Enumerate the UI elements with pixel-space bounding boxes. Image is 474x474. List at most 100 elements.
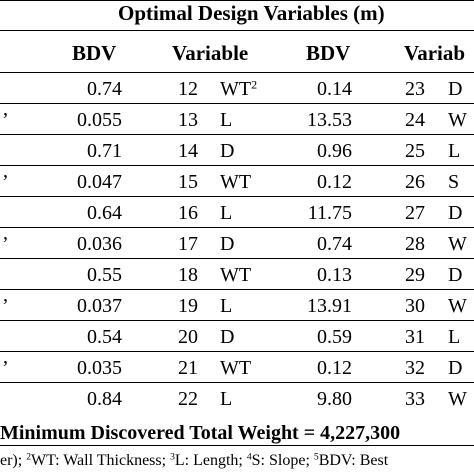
cell-bdv-2: 0.74	[317, 233, 352, 255]
cell-number-3: 26	[405, 171, 425, 193]
cell-variable-3: L	[448, 326, 461, 348]
row-divider	[0, 134, 474, 135]
cell-variable-2: D	[220, 327, 264, 347]
cell-number-3: 27	[405, 202, 425, 224]
cell-number-2: 20	[178, 326, 198, 348]
cell-variable-2-text: L	[220, 388, 233, 410]
cell-variable-2: L	[220, 203, 264, 223]
cell-variable-2-footnote-mark: 2	[251, 77, 258, 92]
cell-bdv-2: 9.80	[317, 388, 352, 410]
cell-variable-3: D	[448, 357, 463, 379]
cell-number-3: 32	[405, 357, 425, 379]
row-divider	[0, 196, 474, 197]
footnote-length: L: Length;	[174, 452, 247, 469]
cell-number-2: 19	[178, 295, 198, 317]
row-divider	[0, 351, 474, 352]
cell-number-2: 17	[178, 233, 198, 255]
row-left-mark: ’	[2, 233, 9, 255]
total-weight: Minimum Discovered Total Weight = 4,227,…	[0, 422, 401, 444]
cell-variable-2-text: D	[220, 326, 235, 348]
cell-variable-3: D	[448, 202, 463, 224]
cell-variable-2: L	[220, 389, 264, 409]
cell-variable-2: D	[220, 234, 264, 254]
cell-variable-2: L	[220, 110, 264, 130]
cell-number-3: 29	[405, 264, 425, 286]
cell-number-3: 28	[405, 233, 425, 255]
body-bottom-rule	[0, 445, 474, 446]
cell-bdv-1: 0.54	[87, 326, 122, 348]
cell-variable-3: D	[448, 78, 463, 100]
cell-variable-2-text: WT	[220, 357, 252, 379]
cell-number-2: 12	[178, 78, 198, 100]
cell-variable-3: D	[448, 264, 463, 286]
cell-bdv-2: 11.75	[307, 202, 352, 224]
header-rule	[0, 72, 474, 73]
row-divider	[0, 103, 474, 104]
cell-bdv-1: 0.037	[77, 295, 122, 317]
cell-variable-2-text: D	[220, 140, 235, 162]
cell-variable-2-text: WT	[220, 78, 252, 100]
cell-bdv-2: 0.13	[317, 264, 352, 286]
row-left-mark: ’	[2, 171, 9, 193]
cell-number-3: 24	[405, 109, 425, 131]
row-divider	[0, 320, 474, 321]
cell-bdv-2: 13.53	[307, 109, 352, 131]
cell-variable-2: WT	[220, 265, 264, 285]
cell-bdv-1: 0.55	[87, 264, 122, 286]
row-divider	[0, 165, 474, 166]
cell-bdv-1: 0.84	[87, 388, 122, 410]
cell-bdv-2: 0.12	[317, 171, 352, 193]
row-divider	[0, 289, 474, 290]
cell-variable-2-text: L	[220, 295, 233, 317]
cell-bdv-1: 0.71	[87, 140, 122, 162]
cell-number-2: 16	[178, 202, 198, 224]
footnote-mark-3: 3	[170, 451, 175, 463]
cell-number-2: 15	[178, 171, 198, 193]
header-variable-2: Variable	[172, 41, 249, 65]
row-left-mark: ’	[2, 109, 9, 131]
cell-variable-2: WT	[220, 172, 264, 192]
cell-variable-2: WT	[220, 358, 264, 378]
cell-variable-3: W	[448, 295, 467, 317]
row-divider	[0, 227, 474, 228]
footnote-wall-thickness: WT: Wall Thickness;	[31, 452, 171, 469]
table-top-rule	[0, 0, 474, 1]
cell-variable-2-text: L	[220, 202, 233, 224]
cell-bdv-2: 0.59	[317, 326, 352, 348]
cell-bdv-1: 0.035	[77, 357, 122, 379]
cell-number-2: 21	[178, 357, 198, 379]
title-rule	[0, 30, 474, 31]
cell-variable-3: W	[448, 388, 467, 410]
cell-variable-2: L	[220, 296, 264, 316]
header-variable-3: Variab	[404, 41, 466, 65]
header-bdv-2: BDV	[306, 41, 351, 65]
cell-variable-2-text: WT	[220, 264, 252, 286]
cell-number-2: 14	[178, 140, 198, 162]
footnote-lead: er);	[0, 452, 27, 469]
cell-number-3: 31	[405, 326, 425, 348]
cell-variable-3: W	[448, 233, 467, 255]
footnote-bdv: BDV: Best	[318, 452, 389, 469]
cell-variable-2-text: WT	[220, 171, 252, 193]
footnote-mark-2: 2	[26, 451, 31, 463]
row-divider	[0, 382, 474, 383]
cell-number-2: 22	[178, 388, 198, 410]
cell-bdv-1: 0.047	[77, 171, 122, 193]
row-left-mark: ’	[2, 295, 9, 317]
cell-bdv-2: 0.14	[317, 78, 352, 100]
row-left-mark: ’	[2, 357, 9, 379]
cell-variable-2-text: D	[220, 233, 235, 255]
cell-number-3: 33	[405, 388, 425, 410]
row-divider	[0, 258, 474, 259]
cell-number-3: 30	[405, 295, 425, 317]
cell-number-2: 18	[178, 264, 198, 286]
cell-bdv-1: 0.74	[87, 78, 122, 100]
cell-number-3: 25	[405, 140, 425, 162]
footnote: er); 2WT: Wall Thickness; 3L: Length; 4S…	[0, 451, 389, 469]
cell-variable-2-text: L	[220, 109, 233, 131]
cell-number-2: 13	[178, 109, 198, 131]
cell-number-3: 23	[405, 78, 425, 100]
cell-variable-3: S	[448, 171, 460, 193]
cell-variable-3: W	[448, 109, 467, 131]
